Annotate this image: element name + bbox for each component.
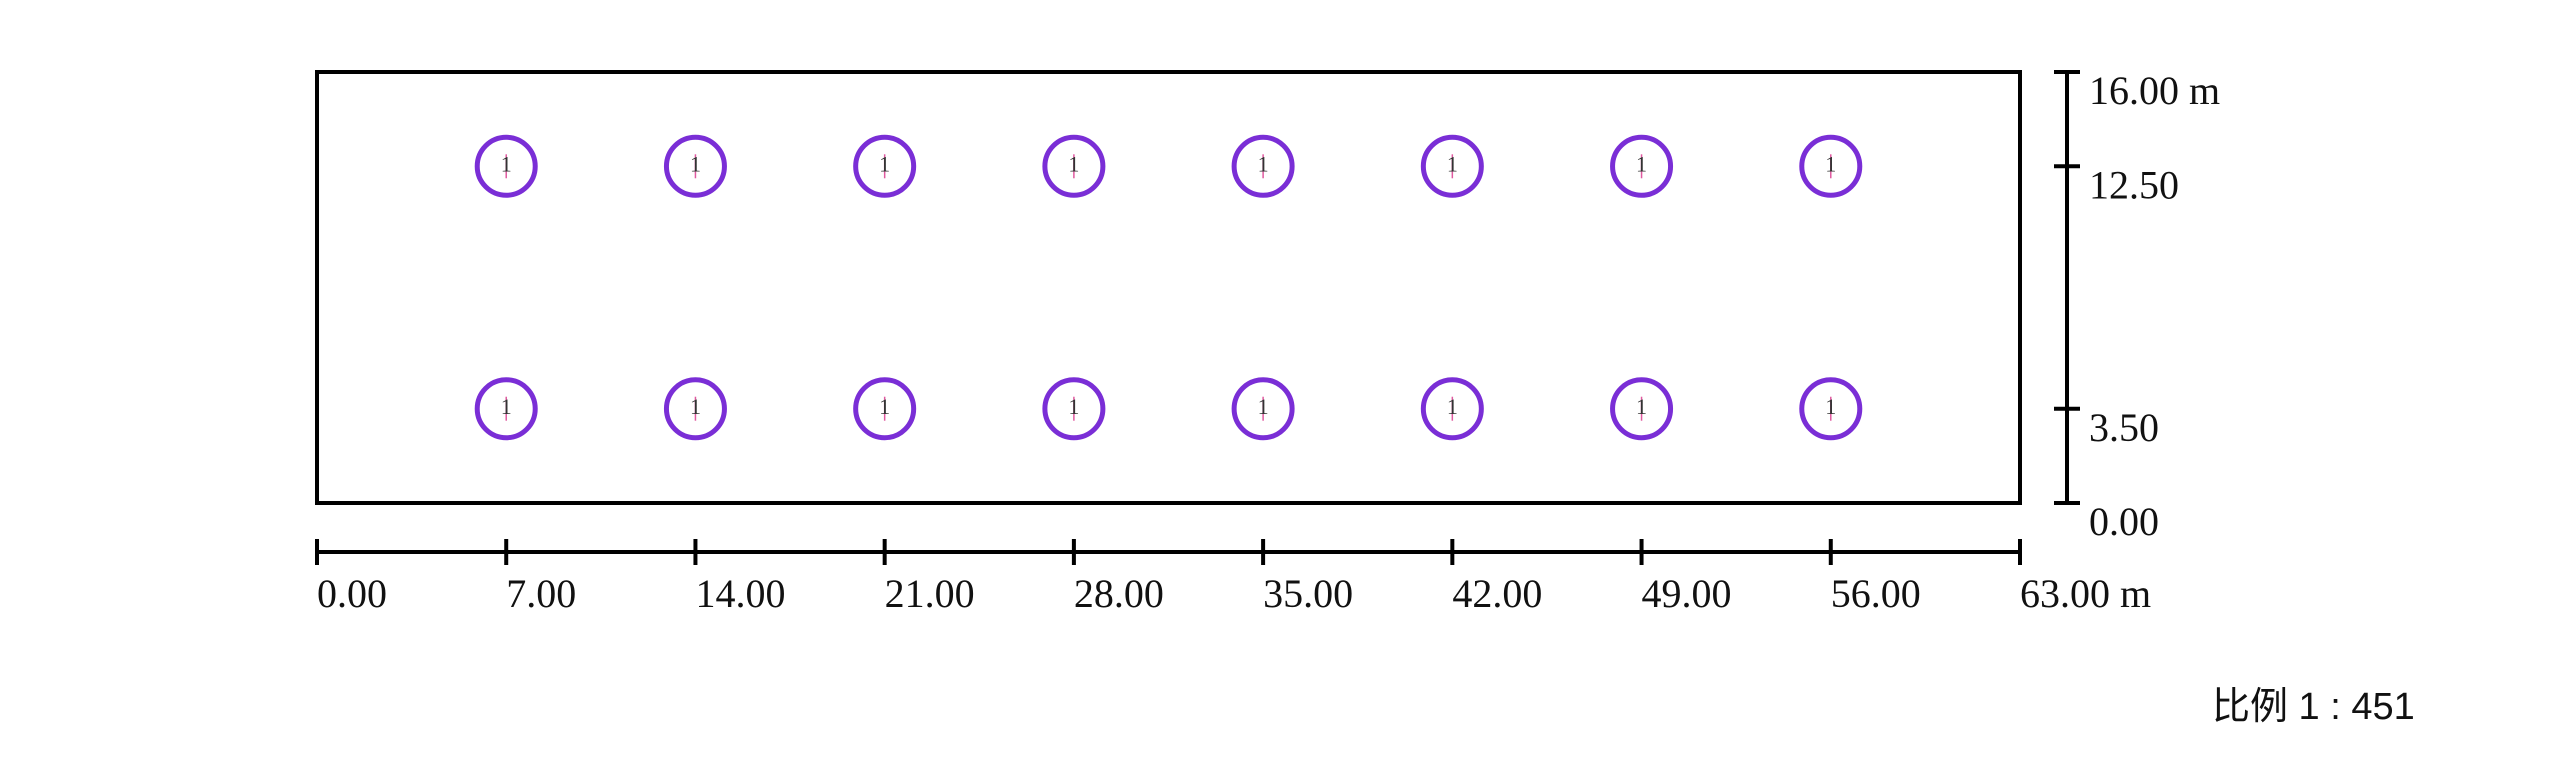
luminaire <box>1610 134 1674 198</box>
luminaire <box>1799 377 1863 441</box>
scale-note: 比例 1 : 451 <box>2212 686 2415 728</box>
luminaire-label: 1 <box>1447 394 1458 419</box>
luminaire <box>853 134 917 198</box>
y-tick-label: 0.00 <box>2089 499 2159 544</box>
luminaire <box>853 377 917 441</box>
luminaire-label: 1 <box>1447 151 1458 176</box>
luminaire <box>1610 377 1674 441</box>
luminaire-label: 1 <box>1636 151 1647 176</box>
luminaire-label: 1 <box>690 394 701 419</box>
x-tick-label: 28.00 <box>1074 571 1164 616</box>
y-tick-label: 16.00 m <box>2089 68 2220 113</box>
luminaire-label: 1 <box>1825 151 1836 176</box>
luminaire <box>1231 377 1295 441</box>
luminaire <box>1799 134 1863 198</box>
luminaire <box>1231 134 1295 198</box>
x-tick-label: 35.00 <box>1263 571 1353 616</box>
luminaire-label: 1 <box>1068 151 1079 176</box>
luminaire <box>1420 377 1484 441</box>
luminaire-label: 1 <box>690 151 701 176</box>
x-tick-label: 49.00 <box>1642 571 1732 616</box>
luminaire <box>663 377 727 441</box>
luminaire <box>1042 377 1106 441</box>
luminaire-label: 1 <box>1258 151 1269 176</box>
luminaire-label: 1 <box>501 151 512 176</box>
luminaire-label: 1 <box>1258 394 1269 419</box>
x-tick-label: 0.00 <box>317 571 387 616</box>
y-tick-label: 12.50 <box>2089 162 2179 207</box>
luminaire-label: 1 <box>1068 394 1079 419</box>
luminaire <box>663 134 727 198</box>
luminaire-label: 1 <box>879 151 890 176</box>
x-tick-label: 7.00 <box>506 571 576 616</box>
x-tick-label: 63.00 m <box>2020 571 2151 616</box>
luminaire <box>474 377 538 441</box>
luminaire-label: 1 <box>879 394 890 419</box>
luminaire-label: 1 <box>1636 394 1647 419</box>
luminaire <box>474 134 538 198</box>
x-tick-label: 21.00 <box>885 571 975 616</box>
y-tick-label: 3.50 <box>2089 405 2159 450</box>
luminaire-label: 1 <box>501 394 512 419</box>
x-tick-label: 14.00 <box>695 571 785 616</box>
luminaire <box>1420 134 1484 198</box>
x-tick-label: 42.00 <box>1452 571 1542 616</box>
room-outline <box>315 70 2022 505</box>
x-tick-label: 56.00 <box>1831 571 1921 616</box>
luminaire <box>1042 134 1106 198</box>
luminaire-label: 1 <box>1825 394 1836 419</box>
